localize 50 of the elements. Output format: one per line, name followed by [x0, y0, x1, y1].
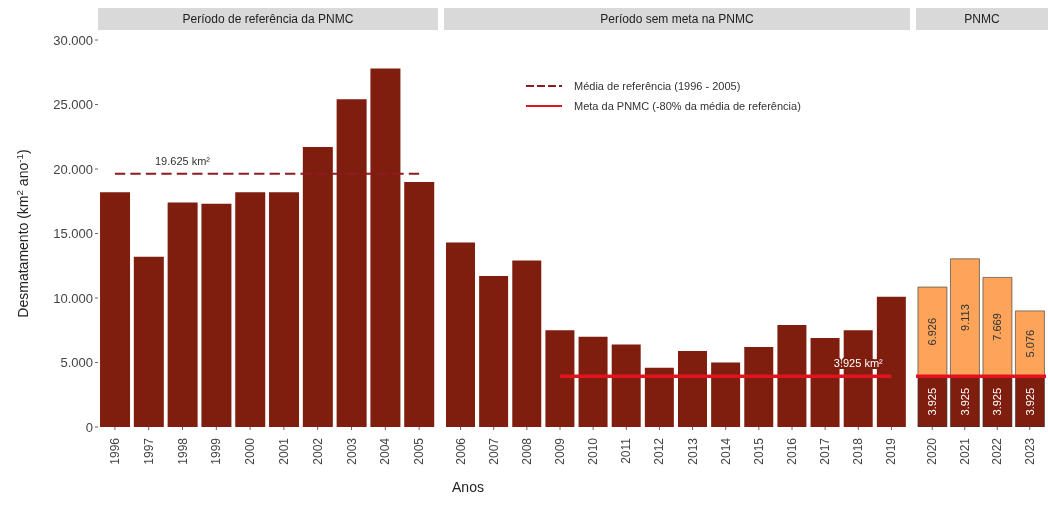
data-label: 3.925 [926, 387, 939, 416]
chart-title: Período de referência da PNMC [98, 8, 438, 30]
legend-label: Meta da PNMC (-80% da média de referência) [574, 100, 801, 112]
data-label: 3.925 [991, 387, 1004, 416]
y-tick-label: 0 [85, 419, 93, 435]
x-tick-label: 2010 [586, 437, 601, 465]
x-tick-label: 2008 [519, 437, 534, 465]
x-tick-label: 2001 [276, 437, 291, 465]
x-tick-label: 2016 [785, 437, 799, 465]
x-tick-label: 2020 [925, 437, 940, 465]
x-axis-title: Anos [451, 479, 485, 495]
x-tick-label: 2018 [851, 437, 866, 465]
x-tick-label: 2013 [685, 437, 700, 465]
x-tick-label: 1996 [107, 437, 122, 465]
annotation: 19.625 km² [154, 154, 211, 167]
x-tick-label: 2017 [818, 437, 833, 465]
x-tick-label: 2003 [344, 437, 359, 465]
chart-title: PNMC [916, 8, 1048, 30]
x-tick-label: 2022 [990, 437, 1005, 465]
x-tick-label: 2011 [619, 437, 634, 464]
data-label: 3.925 [1023, 387, 1036, 416]
text: Média de referência (1996 - 2005) [574, 80, 741, 92]
data-label: 5.076 [1023, 329, 1036, 358]
x-tick-label: 2014 [718, 437, 733, 465]
x-tick-label: 2019 [884, 437, 899, 465]
x-tick-label: 1998 [175, 437, 190, 465]
x-tick-label: 2015 [751, 437, 766, 465]
x-tick-label: 2002 [310, 437, 325, 465]
x-tick-label: 2006 [453, 437, 468, 465]
data-label: 6.926 [926, 317, 939, 346]
data-label: 9.113 [958, 304, 971, 331]
y-tick-label: 5.000 [60, 355, 93, 371]
y-tick-label: 10.000 [53, 290, 93, 306]
data-label: 7.669 [991, 313, 1004, 341]
y-tick-label: 30.000 [53, 32, 93, 48]
x-tick-label: 1999 [209, 437, 224, 465]
x-tick-label: 2012 [652, 437, 667, 465]
x-tick-label: 1997 [141, 437, 156, 465]
y-tick-label: 20.000 [53, 161, 93, 177]
data-label: 3.925 [958, 387, 971, 416]
x-tick-label: 2000 [243, 437, 258, 465]
x-tick-label: 2004 [378, 437, 393, 465]
x-tick-label: 2021 [957, 437, 972, 465]
y-tick-label: 25.000 [53, 97, 93, 113]
x-tick-label: 2009 [553, 437, 567, 465]
chart-title: Período sem meta na PNMC [444, 8, 910, 30]
x-tick-label: 2005 [412, 437, 427, 465]
x-tick-label: 2007 [486, 437, 501, 465]
y-tick-label: 15.000 [53, 226, 93, 242]
x-tick-label: 2023 [1022, 437, 1037, 465]
